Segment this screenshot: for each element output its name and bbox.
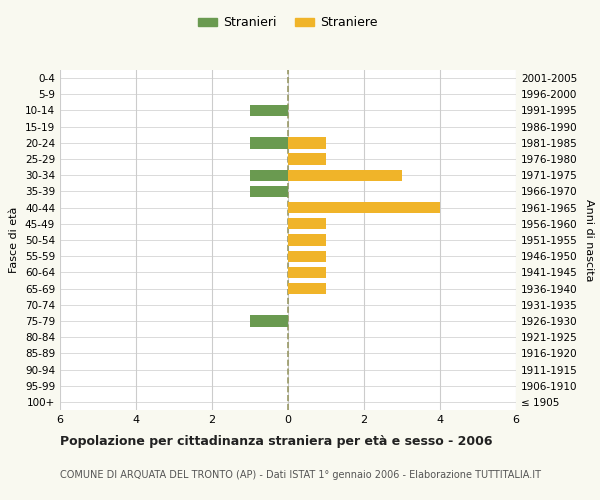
Legend: Stranieri, Straniere: Stranieri, Straniere bbox=[193, 11, 383, 34]
Bar bbox=[288, 170, 402, 181]
Text: Popolazione per cittadinanza straniera per età e sesso - 2006: Popolazione per cittadinanza straniera p… bbox=[60, 435, 493, 448]
Bar bbox=[250, 186, 288, 197]
Bar bbox=[288, 234, 326, 246]
Bar bbox=[288, 283, 326, 294]
Bar bbox=[250, 137, 288, 148]
Bar bbox=[250, 105, 288, 116]
Y-axis label: Fasce di età: Fasce di età bbox=[10, 207, 19, 273]
Bar bbox=[250, 316, 288, 326]
Bar bbox=[288, 202, 440, 213]
Bar bbox=[288, 250, 326, 262]
Bar bbox=[288, 266, 326, 278]
Bar bbox=[250, 170, 288, 181]
Bar bbox=[288, 218, 326, 230]
Bar bbox=[288, 154, 326, 164]
Bar bbox=[288, 137, 326, 148]
Y-axis label: Anni di nascita: Anni di nascita bbox=[584, 198, 594, 281]
Text: COMUNE DI ARQUATA DEL TRONTO (AP) - Dati ISTAT 1° gennaio 2006 - Elaborazione TU: COMUNE DI ARQUATA DEL TRONTO (AP) - Dati… bbox=[60, 470, 541, 480]
